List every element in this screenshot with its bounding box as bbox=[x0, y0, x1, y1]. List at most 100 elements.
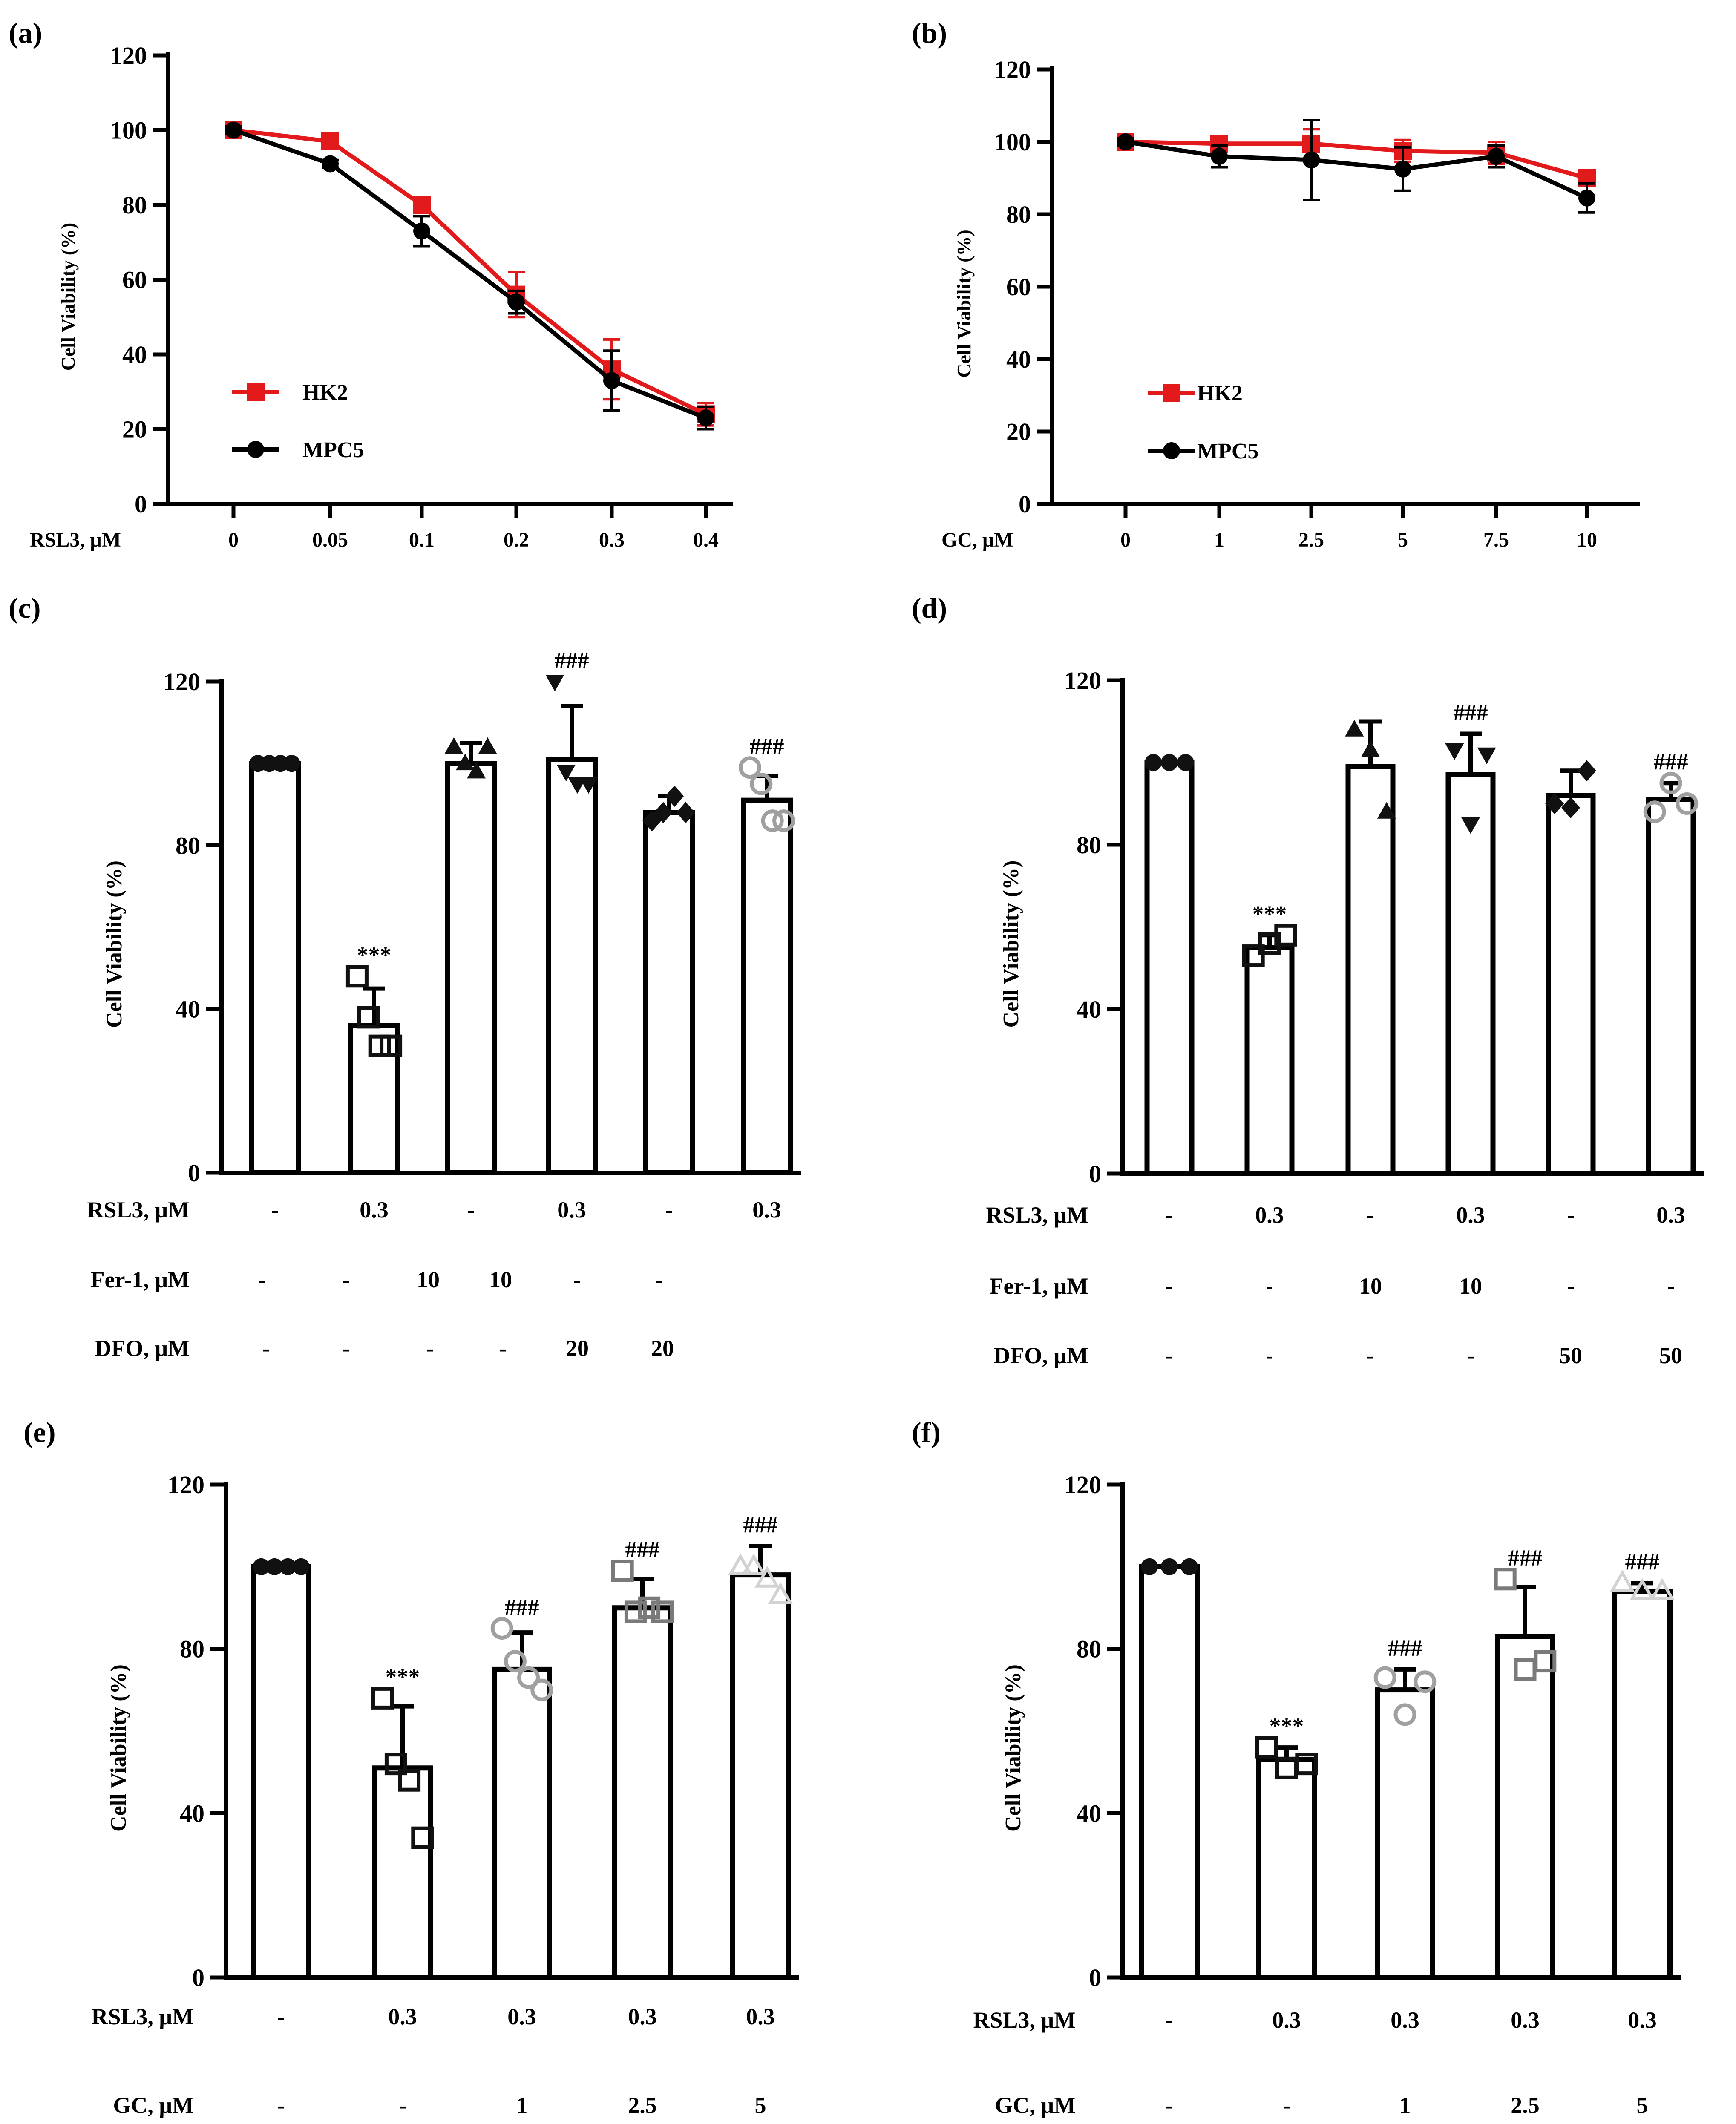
condition-value: 5 bbox=[755, 2092, 766, 2118]
data-point bbox=[1274, 924, 1297, 947]
data-point bbox=[1676, 792, 1699, 815]
bar-group-5 bbox=[1545, 760, 1596, 1176]
data-point bbox=[1211, 148, 1228, 165]
legend-label: HK2 bbox=[1197, 381, 1243, 406]
y-tick-label: 40 bbox=[122, 341, 147, 368]
data-point bbox=[761, 809, 784, 832]
significance-label: *** bbox=[357, 942, 392, 968]
panel-label: (b) bbox=[912, 17, 947, 49]
data-point bbox=[1180, 1558, 1198, 1575]
data-point bbox=[738, 756, 761, 779]
condition-value: 10 bbox=[489, 1267, 512, 1292]
x-tick-label: 0.2 bbox=[504, 529, 529, 551]
y-axis-label: Cell Viability (%) bbox=[57, 223, 79, 371]
data-point bbox=[1177, 754, 1194, 771]
condition-value: 0.3 bbox=[507, 2004, 536, 2029]
condition-value: - bbox=[1283, 2092, 1290, 2118]
legend-label: MPC5 bbox=[1197, 439, 1258, 463]
bar bbox=[445, 761, 497, 1175]
y-tick-label: 80 bbox=[1006, 201, 1031, 228]
bar bbox=[730, 1572, 791, 1980]
bar bbox=[1345, 764, 1396, 1176]
y-tick-label: 40 bbox=[1077, 1799, 1101, 1827]
bar-group-2: *** bbox=[371, 1664, 434, 1980]
panel-a: (a) 0 20 40 60 80 100 120 0 0.05 0.1 0.2 0.3 0.4 RSL3,… bbox=[9, 17, 733, 551]
x-tick-label: 5 bbox=[1398, 529, 1408, 551]
condition-value: - bbox=[1667, 1273, 1675, 1299]
data-point bbox=[611, 1559, 634, 1582]
condition-value: - bbox=[399, 2092, 406, 2118]
data-point bbox=[1373, 1666, 1396, 1689]
y-tick-label: 0 bbox=[188, 1159, 200, 1187]
condition-value: 0.3 bbox=[746, 2004, 775, 2029]
condition-value: - bbox=[342, 1335, 350, 1361]
data-point bbox=[1117, 133, 1134, 150]
y-tick-label: 120 bbox=[994, 56, 1031, 83]
condition-label: RSL3, μM bbox=[87, 1197, 190, 1223]
y-tick-label: 80 bbox=[1077, 831, 1101, 859]
data-point bbox=[1577, 760, 1596, 782]
bar-group-1 bbox=[1139, 1558, 1200, 1980]
panel-label: (f) bbox=[912, 1416, 941, 1448]
panel-f: (f) 0 40 80 120 Cell Viability (%) *** ### ### ##… bbox=[912, 1416, 1681, 2118]
bar-group-2: *** bbox=[345, 942, 403, 1176]
condition-value: 2.5 bbox=[1511, 2092, 1540, 2118]
condition-value: - bbox=[655, 1267, 663, 1292]
y-tick-label: 80 bbox=[176, 832, 200, 859]
y-tick-label: 100 bbox=[110, 117, 147, 144]
legend-marker bbox=[1163, 384, 1180, 402]
data-point bbox=[624, 1600, 647, 1623]
data-point bbox=[322, 155, 339, 173]
data-point bbox=[413, 196, 431, 214]
data-point bbox=[1477, 747, 1496, 764]
x-tick-label: 1 bbox=[1214, 529, 1224, 551]
bar-group-4: ### bbox=[545, 648, 598, 1175]
data-point bbox=[411, 1826, 434, 1849]
x-tick-label: 7.5 bbox=[1483, 529, 1509, 551]
data-point bbox=[530, 1678, 553, 1701]
y-tick-label: 60 bbox=[1006, 273, 1031, 301]
data-point bbox=[676, 802, 695, 823]
data-point bbox=[490, 1617, 513, 1640]
x-tick-label: 2.5 bbox=[1298, 529, 1324, 551]
y-tick-label: 80 bbox=[122, 191, 147, 219]
data-point bbox=[380, 1034, 403, 1057]
condition-value: 0.3 bbox=[1628, 2007, 1657, 2033]
data-point bbox=[1361, 740, 1380, 757]
data-point bbox=[1610, 1570, 1635, 1592]
y-axis-label: Cell Viability (%) bbox=[107, 1664, 131, 1832]
bar-group-3: ### bbox=[1373, 1635, 1437, 1980]
bar bbox=[1144, 760, 1195, 1176]
data-point bbox=[750, 772, 773, 795]
data-point bbox=[1141, 1558, 1158, 1575]
y-tick-label: 40 bbox=[176, 996, 200, 1023]
data-point bbox=[754, 1566, 780, 1588]
condition-label: DFO, μM bbox=[95, 1335, 190, 1361]
significance-label: *** bbox=[1252, 901, 1287, 927]
bar-group-6: ### bbox=[1643, 749, 1699, 1176]
panel-e: (e) 0 40 80 120 Cell Viability (%) *** ### ### ##… bbox=[23, 1416, 799, 2118]
significance-label: ### bbox=[750, 734, 784, 759]
x-tick-label: 0.3 bbox=[599, 529, 625, 551]
condition-value: - bbox=[573, 1267, 581, 1292]
y-tick-label: 60 bbox=[122, 266, 147, 294]
condition-value: - bbox=[499, 1335, 507, 1361]
significance-label: ### bbox=[1654, 749, 1688, 774]
y-tick-label: 120 bbox=[163, 668, 200, 696]
data-point bbox=[1650, 1578, 1675, 1600]
data-point bbox=[545, 675, 564, 691]
condition-label: GC, μM bbox=[995, 2092, 1076, 2118]
condition-value: 0.3 bbox=[1656, 1202, 1685, 1228]
condition-value: - bbox=[1166, 1343, 1173, 1368]
condition-value: - bbox=[271, 1197, 279, 1223]
data-point bbox=[579, 777, 598, 794]
y-tick-label: 80 bbox=[1077, 1635, 1101, 1663]
data-point bbox=[517, 1666, 540, 1689]
data-point bbox=[253, 1558, 270, 1575]
data-point bbox=[1145, 754, 1162, 771]
bar-group-4: ### bbox=[1445, 699, 1496, 1176]
y-tick-label: 40 bbox=[1006, 345, 1031, 373]
legend-label: HK2 bbox=[302, 380, 348, 405]
data-point bbox=[504, 1650, 527, 1673]
